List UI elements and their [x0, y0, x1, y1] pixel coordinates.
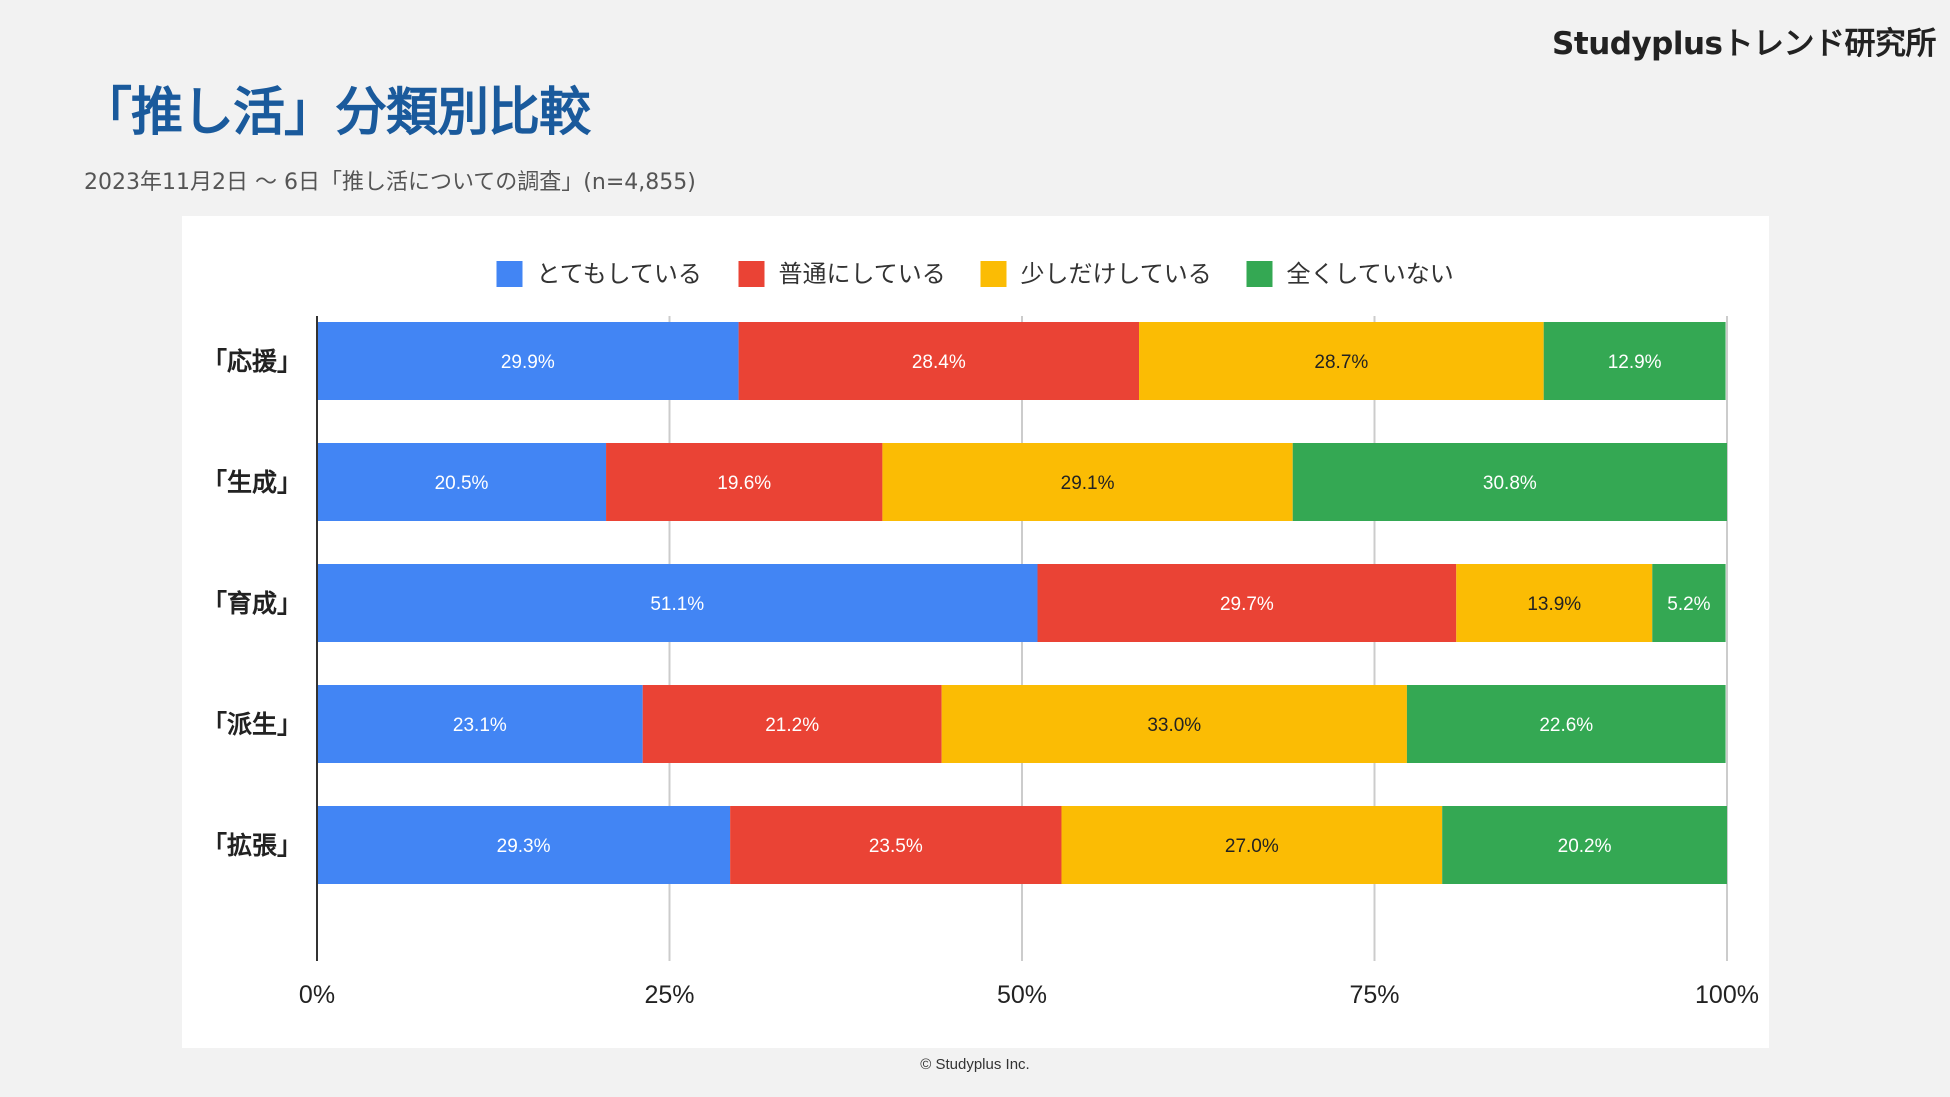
x-tick-label: 25%: [644, 981, 694, 1009]
bar-segment: [1292, 443, 1727, 521]
data-label: 33.0%: [1147, 715, 1201, 736]
bar-segment: [1442, 806, 1727, 884]
bar-segment: [1652, 564, 1726, 642]
data-label: 5.2%: [1667, 594, 1710, 615]
data-label: 27.0%: [1225, 836, 1279, 857]
data-label: 28.7%: [1314, 352, 1368, 373]
bar-segment: [1061, 806, 1443, 884]
legend-swatch: [1246, 261, 1273, 287]
page-title: 「推し活」分類別比較: [80, 83, 591, 143]
bar-segment: [882, 443, 1293, 521]
data-label: 12.9%: [1608, 352, 1662, 373]
data-label: 20.5%: [435, 473, 489, 494]
bar-segment: [1543, 322, 1726, 400]
data-label: 13.9%: [1527, 594, 1581, 615]
data-label: 21.2%: [765, 715, 819, 736]
bar-segment: [317, 443, 607, 521]
x-tick-label: 50%: [997, 981, 1047, 1009]
data-label: 29.3%: [497, 836, 551, 857]
data-label: 29.9%: [501, 352, 555, 373]
bar-segment: [606, 443, 883, 521]
legend-swatch: [496, 261, 523, 287]
bar-segment: [317, 322, 739, 400]
bar-segment: [730, 806, 1062, 884]
bar-segment: [1456, 564, 1653, 642]
stacked-bar-chart: 0% 25% 50% 75% 100% 29.9% 28.4% 28.7% 12.9% 「応援」 2…: [202, 260, 1759, 1009]
bar-segment: [738, 322, 1140, 400]
chart-card: 0% 25% 50% 75% 100% 29.9% 28.4% 28.7% 12.9% 「応援」 2…: [182, 216, 1769, 1048]
x-tick-label: 100%: [1695, 981, 1759, 1009]
data-label: 23.1%: [453, 715, 507, 736]
brand-logo: Studyplusトレンド研究所: [1552, 26, 1936, 62]
survey-subtitle: 2023年11月2日 〜 6日「推し活についての調査」(n=4,855): [84, 170, 696, 195]
bar-segment: [1406, 685, 1726, 763]
bar-segment: [941, 685, 1407, 763]
data-label: 20.2%: [1558, 836, 1612, 857]
bar-segment: [317, 564, 1038, 642]
category-label: 「派生」: [202, 710, 302, 739]
data-label: 51.1%: [650, 594, 704, 615]
bar-segment: [1037, 564, 1457, 642]
category-label: 「育成」: [202, 589, 302, 618]
legend-label: 普通にしている: [779, 260, 946, 288]
category-label: 「生成」: [202, 468, 302, 497]
legend-label: 全くしていない: [1287, 260, 1454, 288]
bar-segment: [317, 685, 643, 763]
data-label: 29.7%: [1220, 594, 1274, 615]
legend-swatch: [980, 261, 1007, 287]
category-label: 「応援」: [202, 347, 302, 376]
bar-segment: [642, 685, 942, 763]
data-label: 28.4%: [912, 352, 966, 373]
x-tick-label: 0%: [299, 981, 335, 1009]
category-label: 「拡張」: [202, 831, 302, 860]
data-label: 19.6%: [717, 473, 771, 494]
x-tick-label: 75%: [1349, 981, 1399, 1009]
copyright-footer: © Studyplus Inc.: [920, 1056, 1030, 1073]
data-label: 23.5%: [869, 836, 923, 857]
data-label: 29.1%: [1061, 473, 1115, 494]
bar-segment: [317, 806, 731, 884]
legend-label: とてもしている: [537, 260, 702, 288]
data-label: 30.8%: [1483, 473, 1537, 494]
bar-segment: [1139, 322, 1544, 400]
data-label: 22.6%: [1539, 715, 1593, 736]
legend-label: 少しだけしている: [1021, 260, 1212, 288]
legend-swatch: [738, 261, 765, 287]
